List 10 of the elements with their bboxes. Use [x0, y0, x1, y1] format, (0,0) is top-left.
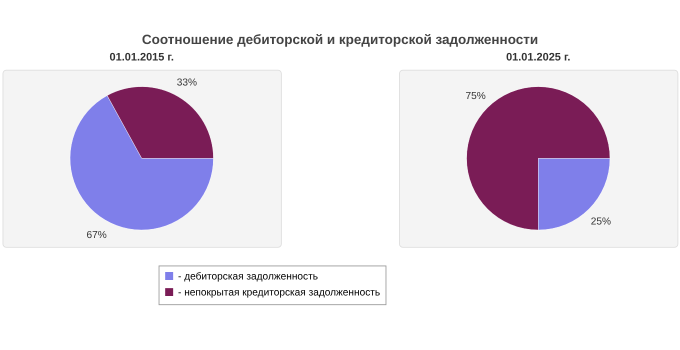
- legend-label: - непокрытая кредиторская задолженность: [178, 287, 380, 298]
- data-label: 25%: [590, 216, 612, 228]
- legend-label: - дебиторская задолженность: [178, 271, 318, 282]
- chart-subtitle: 01.01.2015 г.: [110, 51, 174, 64]
- data-label: 75%: [466, 91, 486, 102]
- chart-title: Соотношение дебиторской и кредиторской задолженности: [142, 32, 538, 48]
- chart-subtitle: 01.01.2025 г.: [506, 51, 570, 64]
- data-label: 67%: [86, 230, 107, 241]
- pie-slice: [466, 86, 610, 230]
- data-label: 33%: [176, 77, 197, 88]
